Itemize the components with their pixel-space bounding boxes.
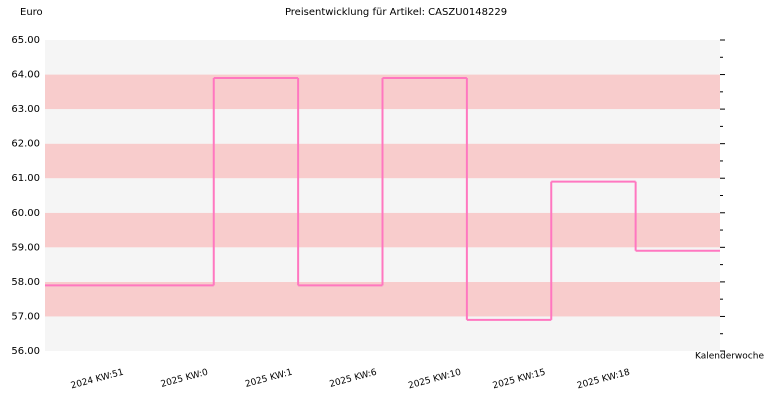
y-tick-label: 58.00 <box>11 277 40 288</box>
y-tick-label: 57.00 <box>11 311 40 322</box>
grid-band <box>45 40 720 75</box>
grid-band <box>45 281 720 317</box>
x-tick-label: 2025 KW:1 <box>244 368 293 390</box>
y-tick-label: 65.00 <box>11 35 40 46</box>
y-tick-label: 61.00 <box>11 173 40 184</box>
y-tick-label: 62.00 <box>11 139 40 150</box>
y-tick-label: 60.00 <box>11 208 40 219</box>
x-tick-label: 2025 KW:0 <box>160 368 210 390</box>
x-tick-label: 2025 KW:6 <box>329 368 379 390</box>
y-tick-label: 59.00 <box>11 242 40 253</box>
x-tick-label: 2025 KW:15 <box>492 368 547 392</box>
y-tick-label: 63.00 <box>11 104 40 115</box>
x-tick-label: 2025 KW:10 <box>407 368 462 392</box>
y-tick-label: 56.00 <box>11 346 40 357</box>
x-tick-label: 2024 KW:51 <box>70 368 125 392</box>
chart-title: Preisentwicklung für Artikel: CASZU01482… <box>285 7 507 18</box>
y-tick-label: 64.00 <box>11 70 40 81</box>
x-tick-label: 2025 KW:18 <box>576 368 631 392</box>
y-axis-label: Euro <box>20 7 43 18</box>
grid-band <box>45 316 720 351</box>
x-axis-label: Kalenderwoche <box>695 352 764 362</box>
